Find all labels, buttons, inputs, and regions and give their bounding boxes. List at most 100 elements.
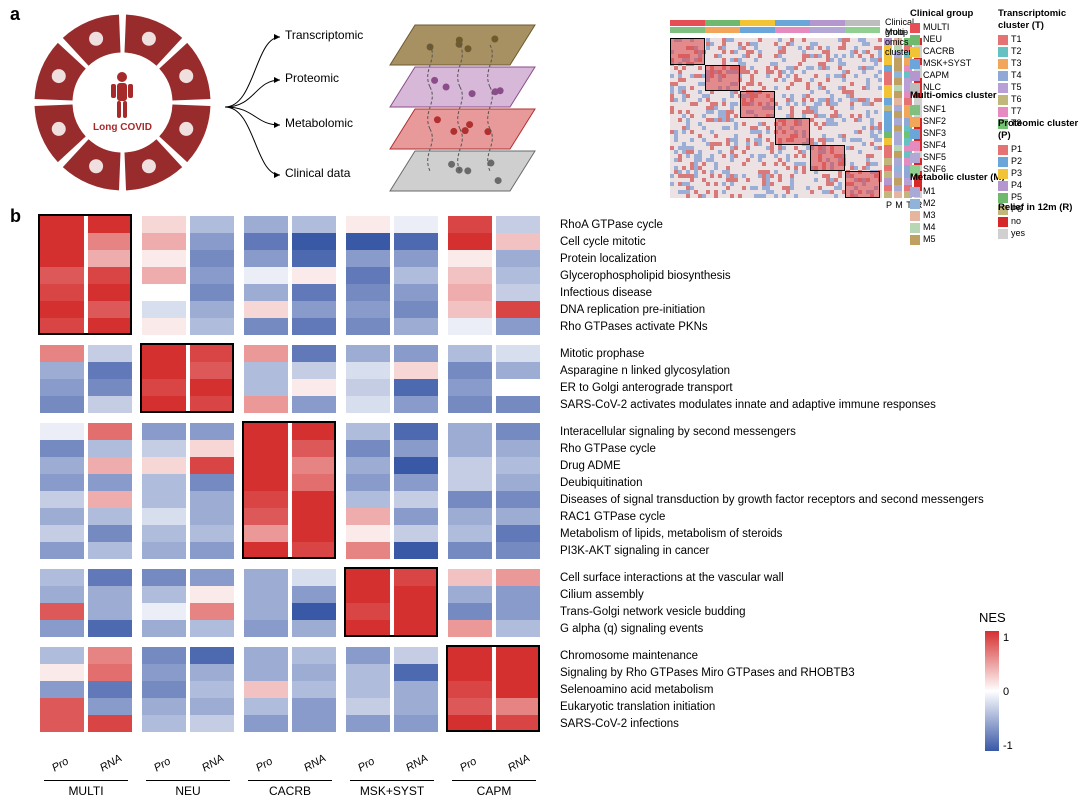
heatmap-cell [88, 715, 132, 732]
legend-clinical_group: Clinical groupMULTINEUCACRBMSK+SYSTCAPMN… [910, 8, 973, 93]
heatmap-cell [142, 681, 186, 698]
heatmap-cell [394, 586, 438, 603]
omics-layer-label: Clinical data [285, 166, 350, 180]
heatmap-cell [190, 647, 234, 664]
heatmap-cell [244, 284, 288, 301]
heatmap-cell [496, 216, 540, 233]
heatmap-cell [346, 620, 390, 637]
heatmap-cell [394, 440, 438, 457]
heatmap-cell [40, 362, 84, 379]
heatmap-cell [88, 345, 132, 362]
heatmap-cell [292, 647, 336, 664]
heatmap-cell [40, 267, 84, 284]
heatmap-cell [496, 345, 540, 362]
heatmap-cell [394, 508, 438, 525]
heatmap-cell [292, 681, 336, 698]
legend-multiomics: Multi-omics clusterSNF1SNF2SNF3SNF4SNF5S… [910, 90, 997, 175]
side-track-label: M [894, 200, 904, 210]
heatmap-cell [244, 423, 288, 440]
pathway-label: RhoA GTPase cycle [560, 220, 663, 232]
heatmap-cell [142, 569, 186, 586]
heatmap-cell [346, 647, 390, 664]
heatmap-cell [448, 423, 492, 440]
heatmap-cell [142, 233, 186, 250]
heatmap-cell [448, 715, 492, 732]
heatmap-cell [88, 457, 132, 474]
heatmap-cell [346, 586, 390, 603]
heatmap-cell [292, 542, 336, 559]
heatmap-cell [394, 698, 438, 715]
heatmap-cell [496, 284, 540, 301]
heatmap-cell [496, 491, 540, 508]
side-track-label: P [884, 200, 894, 210]
heatmap-cell [346, 542, 390, 559]
heatmap-cell [88, 542, 132, 559]
heatmap-cell [88, 664, 132, 681]
heatmap-cell [244, 233, 288, 250]
heatmap-cell [190, 267, 234, 284]
pathway-label: Cilium assembly [560, 590, 644, 602]
heatmap-cell [394, 647, 438, 664]
heatmap-cell [394, 216, 438, 233]
heatmap-cell [292, 250, 336, 267]
heatmap-cell [190, 250, 234, 267]
legend-proteomic: Proteomic cluster (P)P1P2P3P4P5P6 [998, 118, 1080, 215]
heatmap-cell [448, 318, 492, 335]
heatmap-cell [448, 362, 492, 379]
heatmap-cell [496, 233, 540, 250]
heatmap-cell [496, 318, 540, 335]
heatmap-cell [346, 603, 390, 620]
heatmap-cell [244, 542, 288, 559]
colorbar-title: NES [979, 610, 1080, 625]
heatmap-cell [40, 250, 84, 267]
heatmap-cell [496, 698, 540, 715]
heatmap-cell [394, 284, 438, 301]
heatmap-cell [190, 715, 234, 732]
heatmap-cell [244, 603, 288, 620]
group-label: NEU [142, 784, 234, 798]
heatmap-cell [292, 715, 336, 732]
heatmap-cell [88, 491, 132, 508]
heatmap-cell [394, 250, 438, 267]
pathway-label: PI3K-AKT signaling in cancer [560, 546, 709, 558]
heatmap-cell [244, 586, 288, 603]
heatmap-cell [346, 396, 390, 413]
heatmap-cell [190, 345, 234, 362]
heatmap-cell [496, 715, 540, 732]
pathway-label: Glycerophospholipid biosynthesis [560, 271, 731, 283]
heatmap-cell [346, 250, 390, 267]
nes-heatmap: ProRNAMULTIProRNANEUProRNACACRBProRNAMSK… [40, 216, 550, 726]
heatmap-cell [88, 233, 132, 250]
heatmap-cell [292, 525, 336, 542]
heatmap-cell [40, 569, 84, 586]
heatmap-cell [190, 362, 234, 379]
pathway-label: Rho GTPase cycle [560, 444, 656, 456]
pathway-label: SARS-CoV-2 infections [560, 719, 679, 731]
heatmap-cell [448, 620, 492, 637]
heatmap-cell [190, 491, 234, 508]
heatmap-cell [394, 664, 438, 681]
heatmap-cell [448, 284, 492, 301]
sub-col-label: RNA [98, 752, 124, 774]
heatmap-cell [40, 318, 84, 335]
heatmap-cell [142, 379, 186, 396]
pathway-label: ER to Golgi anterograde transport [560, 383, 733, 395]
heatmap-cell [40, 715, 84, 732]
heatmap-cell [448, 491, 492, 508]
heatmap-cell [448, 647, 492, 664]
heatmap-cell [346, 379, 390, 396]
heatmap-cell [448, 457, 492, 474]
heatmap-cell [244, 647, 288, 664]
pathway-label: DNA replication pre-initiation [560, 305, 705, 317]
heatmap-cell [40, 423, 84, 440]
heatmap-cell [190, 216, 234, 233]
heatmap-cell [40, 396, 84, 413]
heatmap-cell [496, 620, 540, 637]
heatmap-cell [142, 362, 186, 379]
heatmap-cell [292, 586, 336, 603]
heatmap-cell [40, 664, 84, 681]
heatmap-cell [292, 423, 336, 440]
sub-col-label: RNA [200, 752, 226, 774]
heatmap-cell [142, 698, 186, 715]
heatmap-cell [190, 698, 234, 715]
